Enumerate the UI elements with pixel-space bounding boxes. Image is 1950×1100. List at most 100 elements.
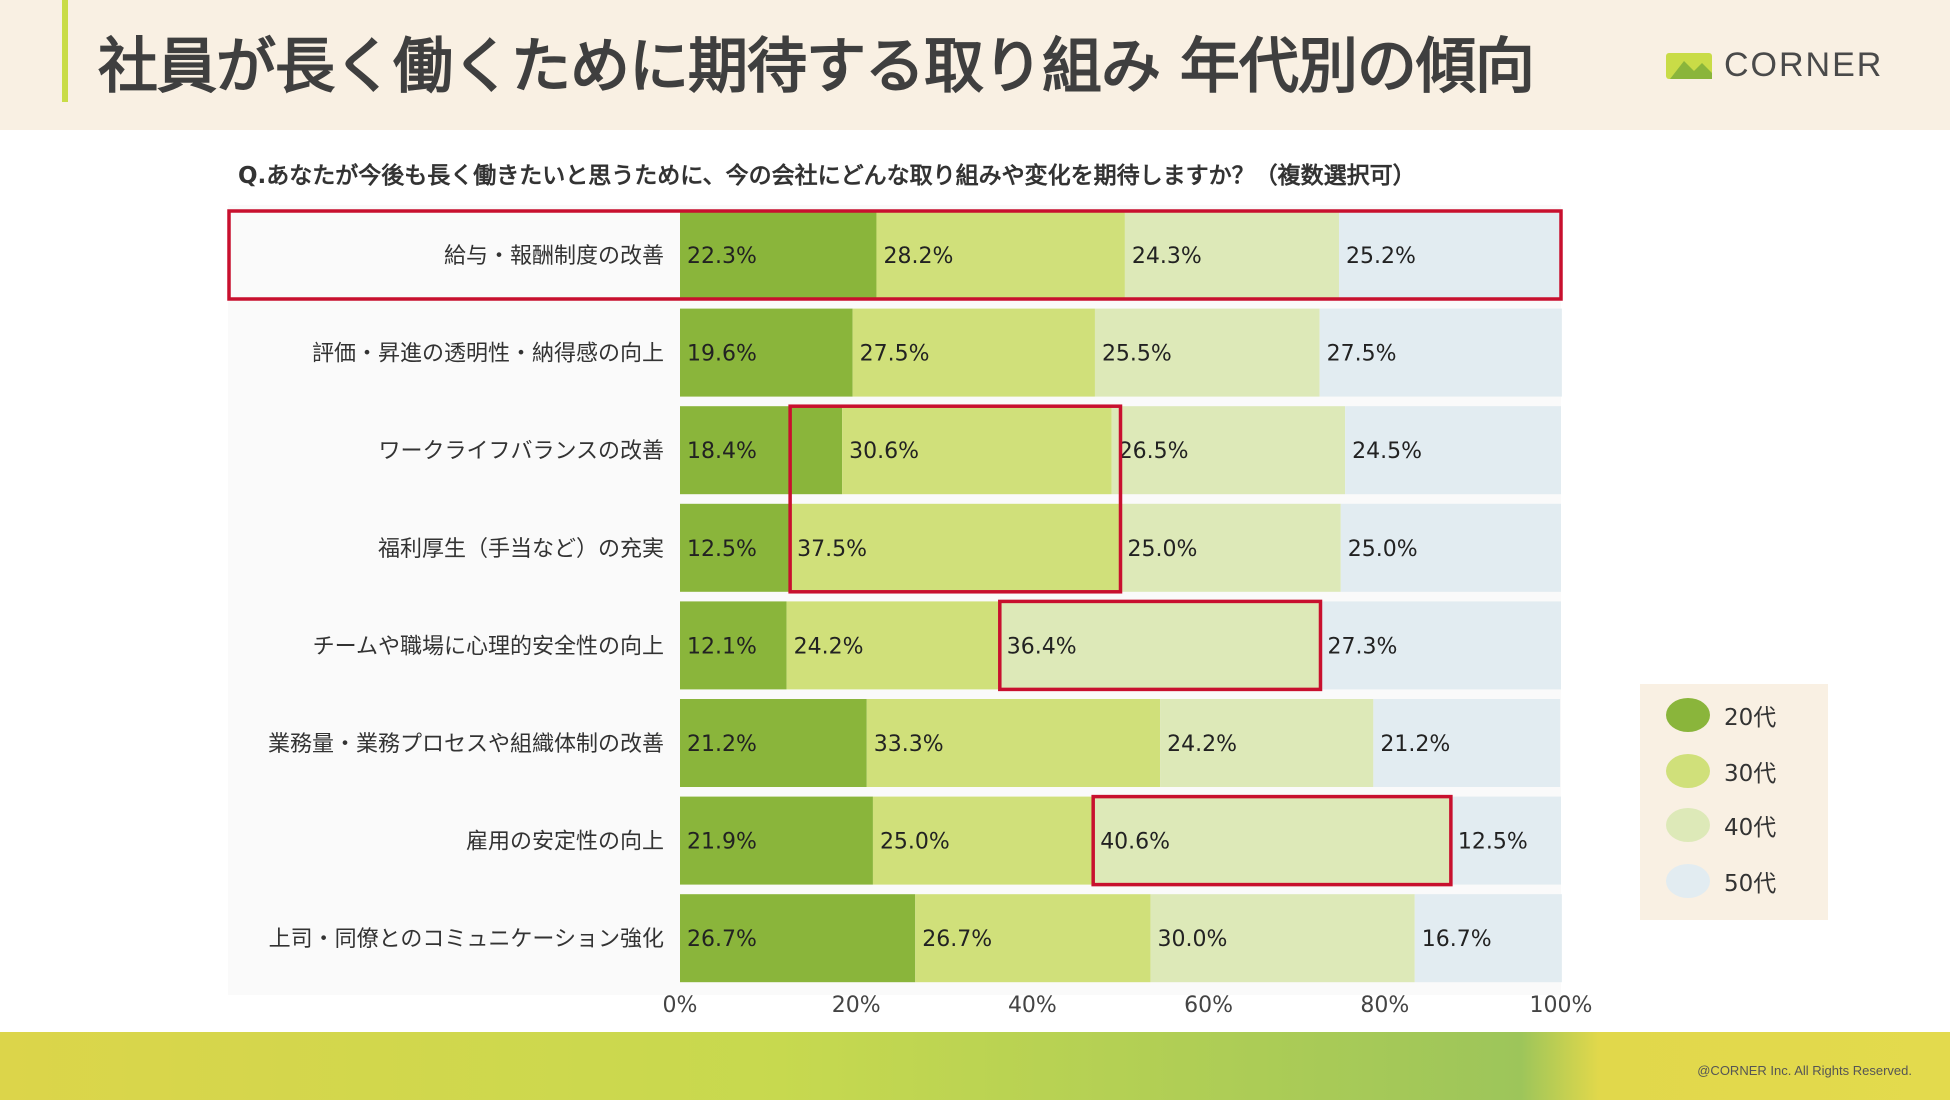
category-label: ワークライフバランスの改善	[378, 439, 664, 464]
data-label: 18.4%	[687, 439, 757, 464]
data-label: 25.0%	[880, 830, 950, 855]
bar-segment	[842, 406, 1112, 495]
highlight-box	[788, 404, 1123, 594]
category-label: 上司・同僚とのコミュニケーション強化	[269, 927, 664, 952]
bar-segment	[1111, 406, 1346, 495]
bar-segment	[866, 699, 1161, 787]
bar-segment	[790, 503, 1121, 592]
highlight-box	[1091, 794, 1453, 887]
data-label: 33.3%	[874, 732, 944, 757]
legend-item-50s: 50代	[1666, 864, 1776, 898]
legend-item-20s: 20代	[1666, 698, 1776, 732]
data-label: 22.3%	[687, 244, 757, 269]
data-label: 24.2%	[794, 634, 864, 659]
legend-label-40s: 40代	[1724, 815, 1777, 841]
header-band	[0, 0, 1950, 130]
bar-segment	[1150, 894, 1415, 983]
data-label: 28.2%	[883, 244, 953, 269]
bar-segment	[1093, 796, 1451, 885]
bar-segment	[1160, 699, 1374, 787]
bar-segment	[680, 406, 843, 495]
legend-label-50s: 50代	[1724, 871, 1777, 897]
bar-segment	[1094, 308, 1320, 397]
logo-text: CORNER	[1724, 46, 1884, 84]
bar-segment	[680, 601, 787, 690]
copyright-text: @CORNER Inc. All Rights Reserved.	[1697, 1063, 1912, 1078]
corner-logo-icon	[1666, 52, 1712, 79]
legend-swatch-30s	[1666, 754, 1710, 788]
bar-segment	[680, 211, 877, 299]
bar-segment	[1338, 211, 1561, 299]
bar-segment	[915, 894, 1151, 983]
data-label: 25.0%	[1348, 537, 1418, 562]
x-tick-label: 0%	[663, 993, 698, 1018]
data-label: 37.5%	[797, 537, 867, 562]
category-label: 給与・報酬制度の改善	[444, 244, 664, 269]
bar-segment	[1124, 211, 1339, 299]
bar-segment	[680, 894, 916, 983]
x-tick-label: 20%	[832, 993, 881, 1018]
x-tick-label: 60%	[1184, 993, 1233, 1018]
data-label: 25.0%	[1128, 537, 1198, 562]
bar-segment	[680, 308, 853, 397]
header-accent-bar	[62, 0, 68, 102]
bar-segment	[872, 796, 1094, 885]
category-label: 福利厚生（手当など）の充実	[378, 537, 664, 562]
data-label: 27.5%	[1327, 342, 1397, 367]
data-label: 12.5%	[687, 537, 757, 562]
bar-segment	[1319, 308, 1562, 397]
bar-segment	[1450, 796, 1561, 885]
data-label: 12.5%	[1458, 830, 1528, 855]
data-label: 24.3%	[1132, 244, 1202, 269]
data-label: 26.7%	[922, 927, 992, 952]
x-tick-label: 100%	[1530, 993, 1593, 1018]
bar-segment	[1340, 503, 1561, 592]
data-label: 25.2%	[1346, 244, 1416, 269]
data-label: 27.3%	[1327, 634, 1397, 659]
legend-swatch-50s	[1666, 864, 1710, 898]
bar-segment	[1414, 894, 1562, 983]
data-label: 36.4%	[1007, 634, 1077, 659]
data-label: 19.6%	[687, 342, 757, 367]
bar-segment	[852, 308, 1095, 397]
data-label: 21.2%	[1380, 732, 1450, 757]
bar-segment	[1373, 699, 1561, 787]
bar-segment	[680, 503, 791, 592]
data-label: 26.5%	[1119, 439, 1189, 464]
data-label: 26.7%	[687, 927, 757, 952]
bar-segment	[1120, 503, 1341, 592]
legend-item-30s: 30代	[1666, 754, 1776, 788]
legend-item-40s: 40代	[1666, 808, 1776, 842]
data-label: 24.5%	[1352, 439, 1422, 464]
category-label: チームや職場に心理的安全性の向上	[313, 634, 664, 659]
data-label: 21.9%	[687, 830, 757, 855]
legend-label-20s: 20代	[1724, 705, 1777, 731]
data-label: 12.1%	[687, 634, 757, 659]
legend-swatch-20s	[1666, 698, 1710, 732]
data-label: 30.0%	[1157, 927, 1227, 952]
bar-segment	[876, 211, 1125, 299]
bar-segment	[786, 601, 1000, 690]
legend-swatch-40s	[1666, 808, 1710, 842]
data-label: 40.6%	[1100, 830, 1170, 855]
category-label: 評価・昇進の透明性・納得感の向上	[312, 342, 664, 367]
data-label: 24.2%	[1167, 732, 1237, 757]
footer-band	[0, 1032, 1950, 1100]
data-label: 30.6%	[849, 439, 919, 464]
legend-label-30s: 30代	[1724, 761, 1777, 787]
x-tick-label: 80%	[1360, 993, 1409, 1018]
highlight-box	[998, 599, 1323, 692]
bar-segment	[680, 699, 867, 787]
survey-question: Q.あなたが今後も長く働きたいと思うために、今の会社にどんな取り組みや変化を期待…	[238, 163, 1416, 189]
category-label: 雇用の安定性の向上	[466, 830, 664, 855]
chart-legend: 20代 30代 40代 50代	[1640, 684, 1828, 920]
x-tick-label: 40%	[1008, 993, 1057, 1018]
bar-segment	[680, 796, 873, 885]
logo: CORNER	[1666, 46, 1883, 85]
data-label: 27.5%	[860, 342, 930, 367]
data-label: 21.2%	[687, 732, 757, 757]
bar-segment	[1345, 406, 1561, 495]
bar-segment	[1320, 601, 1561, 690]
data-label: 16.7%	[1422, 927, 1492, 952]
